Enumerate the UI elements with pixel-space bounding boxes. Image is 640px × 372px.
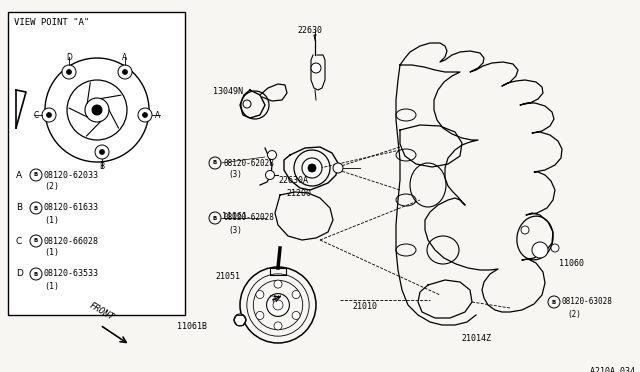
Text: D: D <box>16 269 23 279</box>
Text: 08120-62033: 08120-62033 <box>44 170 99 180</box>
Text: 08120-63533: 08120-63533 <box>44 269 99 279</box>
Circle shape <box>92 105 102 115</box>
Circle shape <box>256 311 264 320</box>
Text: B: B <box>213 215 217 221</box>
Text: A: A <box>155 110 160 119</box>
Bar <box>8 12 185 315</box>
Text: (3): (3) <box>228 170 242 180</box>
Text: B: B <box>34 205 38 211</box>
Text: B: B <box>34 238 38 244</box>
Circle shape <box>67 70 72 74</box>
Text: 08120-62028: 08120-62028 <box>223 214 274 222</box>
Circle shape <box>273 300 283 310</box>
Text: FRONT: FRONT <box>88 301 116 322</box>
Circle shape <box>551 244 559 252</box>
Text: 11061B: 11061B <box>177 322 207 331</box>
Circle shape <box>42 108 56 122</box>
Text: C: C <box>34 110 39 119</box>
Text: "A": "A" <box>269 295 283 304</box>
Text: (1): (1) <box>44 282 59 291</box>
Text: 08120-62028: 08120-62028 <box>223 158 274 167</box>
Circle shape <box>311 63 321 73</box>
Circle shape <box>333 163 343 173</box>
Text: (3): (3) <box>228 225 242 234</box>
Circle shape <box>292 311 300 320</box>
Circle shape <box>256 291 264 299</box>
Text: B: B <box>552 299 556 305</box>
Text: 08120-61633: 08120-61633 <box>44 203 99 212</box>
Text: 11060: 11060 <box>559 259 584 268</box>
Text: B: B <box>34 272 38 276</box>
Circle shape <box>268 151 276 160</box>
Circle shape <box>47 112 51 118</box>
Text: (2): (2) <box>44 183 59 192</box>
Text: VIEW POINT "A": VIEW POINT "A" <box>14 18 89 27</box>
Circle shape <box>138 108 152 122</box>
Text: (1): (1) <box>44 248 59 257</box>
Text: 08120-66028: 08120-66028 <box>44 237 99 246</box>
Text: 21010: 21010 <box>353 302 378 311</box>
Text: B: B <box>16 203 22 212</box>
Text: A210A 034: A210A 034 <box>590 367 635 372</box>
Text: 22630: 22630 <box>298 26 323 35</box>
Text: 21051: 21051 <box>215 272 240 281</box>
Text: 08120-63028: 08120-63028 <box>562 298 613 307</box>
Circle shape <box>302 158 322 178</box>
Text: A: A <box>122 53 127 62</box>
Circle shape <box>292 291 300 299</box>
Circle shape <box>99 150 104 154</box>
Circle shape <box>308 164 316 172</box>
Circle shape <box>118 65 132 79</box>
Circle shape <box>274 280 282 288</box>
Circle shape <box>234 314 246 326</box>
Text: 21014Z: 21014Z <box>461 334 491 343</box>
Text: (2): (2) <box>567 310 581 318</box>
Circle shape <box>122 70 127 74</box>
Text: 11061: 11061 <box>222 212 247 221</box>
Text: D: D <box>66 53 72 62</box>
Circle shape <box>62 65 76 79</box>
Text: B: B <box>34 173 38 177</box>
Circle shape <box>521 226 529 234</box>
Circle shape <box>95 145 109 159</box>
Circle shape <box>267 294 289 317</box>
Text: A: A <box>16 170 22 180</box>
Circle shape <box>532 242 548 258</box>
Text: (1): (1) <box>44 215 59 224</box>
Text: 21200: 21200 <box>286 189 311 198</box>
Circle shape <box>274 322 282 330</box>
Circle shape <box>266 170 275 180</box>
Circle shape <box>243 100 251 108</box>
Text: 22630A: 22630A <box>278 176 308 185</box>
Circle shape <box>143 112 147 118</box>
Text: C: C <box>16 237 22 246</box>
Text: B: B <box>99 162 104 171</box>
Text: 13049N: 13049N <box>213 87 243 96</box>
Text: B: B <box>213 160 217 166</box>
